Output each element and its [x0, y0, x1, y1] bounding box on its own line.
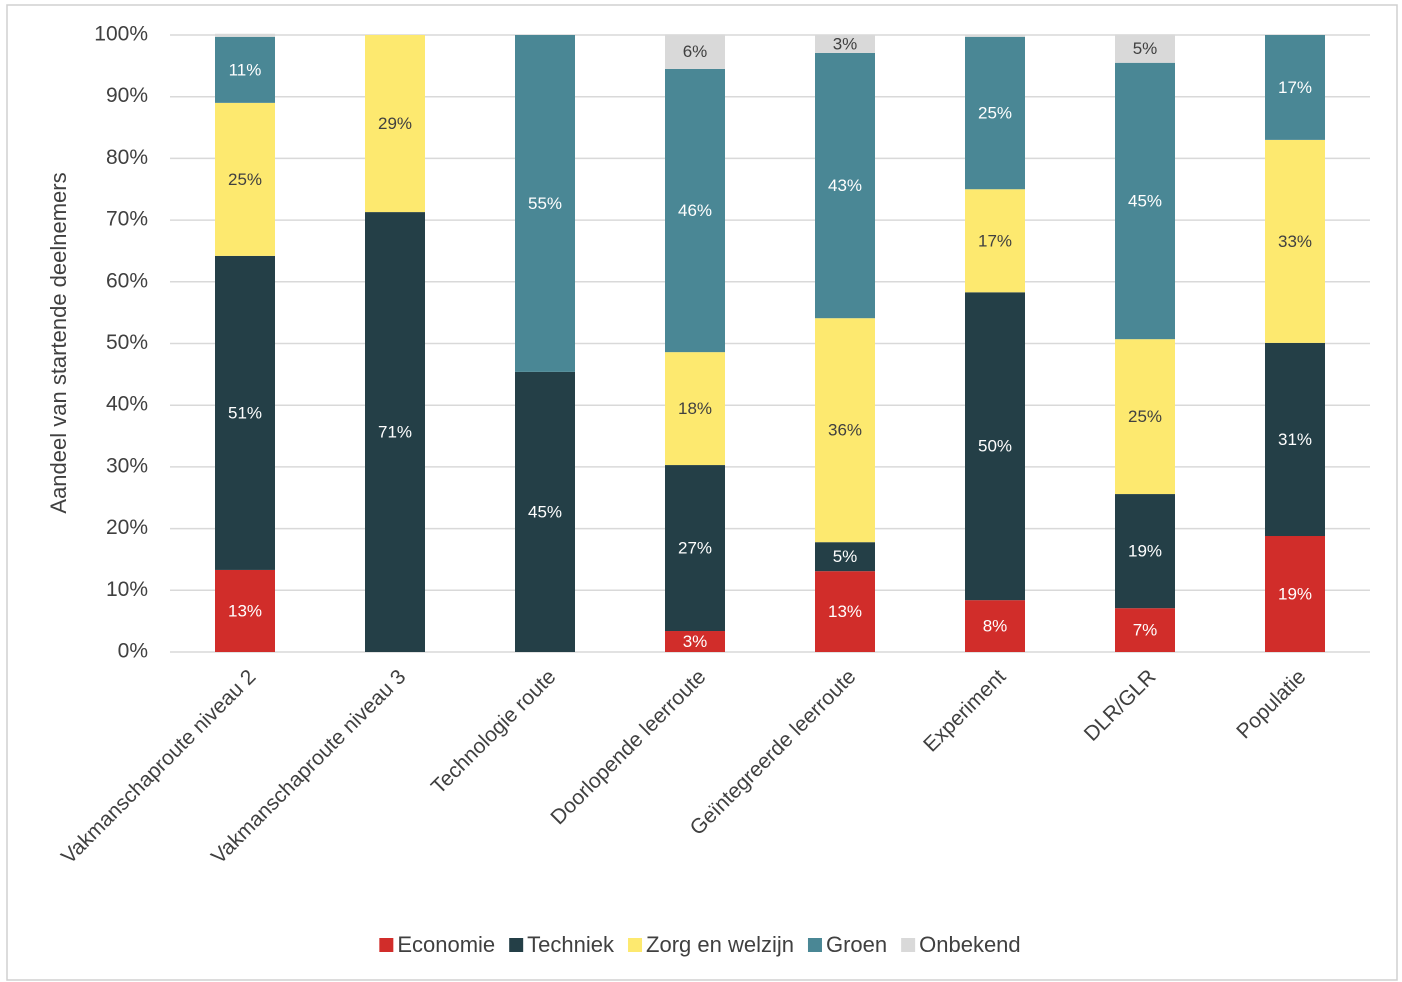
- data-label: 29%: [378, 114, 412, 133]
- data-label: 25%: [1128, 407, 1162, 426]
- bar-segment: [815, 318, 875, 543]
- data-label: 25%: [228, 170, 262, 189]
- data-label: 6%: [683, 42, 708, 61]
- data-label: 18%: [678, 399, 712, 418]
- bar-segment: [515, 371, 575, 652]
- bar-segment: [1265, 536, 1325, 652]
- y-tick-label: 0%: [118, 640, 148, 663]
- y-tick-label: 60%: [106, 269, 148, 292]
- bar-segment: [365, 35, 425, 213]
- data-label: 19%: [1278, 584, 1312, 603]
- bar-segment: [665, 465, 725, 632]
- y-tick-label: 40%: [106, 393, 148, 416]
- bar-segment: [815, 542, 875, 572]
- y-tick-label: 90%: [106, 84, 148, 107]
- bar-segment: [215, 102, 275, 256]
- bar-segment: [815, 571, 875, 652]
- bar-segment: [1115, 608, 1175, 652]
- legend-swatch: [807, 938, 822, 952]
- bar-segment: [965, 189, 1025, 293]
- data-label: 45%: [528, 502, 562, 521]
- data-label: 11%: [229, 60, 262, 79]
- y-tick-label: 10%: [106, 578, 148, 601]
- data-label: 5%: [833, 547, 858, 566]
- legend-swatch: [628, 938, 643, 952]
- data-label: 55%: [528, 194, 562, 213]
- bar-segment: [965, 35, 1025, 37]
- y-tick-label: 50%: [106, 331, 148, 354]
- bar-segment: [1265, 342, 1325, 537]
- bar-segment: [215, 33, 275, 37]
- data-label: 7%: [1133, 621, 1158, 640]
- bar-segment: [515, 35, 575, 372]
- bar-segment: [815, 52, 875, 319]
- data-label: 25%: [978, 104, 1012, 123]
- data-label: 3%: [833, 34, 858, 53]
- bar-segment: [665, 68, 725, 353]
- data-label: 13%: [228, 601, 262, 620]
- data-label: 33%: [1278, 232, 1312, 251]
- bar-segment: [1265, 139, 1325, 343]
- bar-segment: [1115, 34, 1175, 63]
- bar-segment: [965, 600, 1025, 652]
- data-label: 19%: [1128, 542, 1162, 561]
- y-tick-label: 70%: [106, 208, 148, 231]
- data-label: 46%: [678, 201, 712, 220]
- y-tick-label: 80%: [106, 146, 148, 169]
- y-tick-label: 20%: [106, 516, 148, 539]
- data-label: 50%: [978, 437, 1012, 456]
- bar-segment: [965, 36, 1025, 190]
- legend-label: Zorg en welzijn: [646, 932, 794, 957]
- data-label: 27%: [678, 539, 712, 558]
- bar-segment: [1115, 339, 1175, 495]
- bar-segment: [815, 35, 875, 53]
- bar-segment: [1115, 494, 1175, 609]
- data-label: 13%: [828, 602, 862, 621]
- bar-segment: [215, 36, 275, 103]
- data-label: 71%: [378, 423, 412, 442]
- bar-segment: [665, 352, 725, 466]
- legend-label: Onbekend: [919, 932, 1021, 957]
- bar-segment: [665, 34, 725, 69]
- data-label: 51%: [228, 403, 262, 422]
- legend-label: Groen: [826, 932, 887, 957]
- bar-segment: [365, 212, 425, 653]
- y-axis-title: Aandeel van startende deelnemers: [46, 172, 71, 513]
- legend-swatch: [509, 938, 524, 952]
- legend-label: Techniek: [527, 932, 615, 957]
- bar-segment: [665, 631, 725, 652]
- data-label: 31%: [1278, 430, 1312, 449]
- bar-segment: [215, 255, 275, 570]
- bar-segment: [1265, 35, 1325, 140]
- bar-segment: [215, 569, 275, 652]
- data-label: 17%: [978, 231, 1012, 250]
- legend-swatch: [901, 938, 916, 952]
- legend-label: Economie: [397, 932, 495, 957]
- data-label: 43%: [828, 176, 862, 195]
- legend-swatch: [379, 938, 394, 952]
- data-label: 8%: [983, 617, 1008, 636]
- data-label: 17%: [1278, 78, 1312, 97]
- y-tick-label: 30%: [106, 454, 148, 477]
- data-label: 45%: [1128, 191, 1162, 210]
- bar-segment: [1115, 62, 1175, 340]
- data-label: 3%: [683, 632, 708, 651]
- bar-segment: [965, 292, 1025, 601]
- y-tick-label: 100%: [94, 23, 148, 46]
- data-label: 36%: [828, 421, 862, 440]
- data-label: 5%: [1133, 39, 1158, 58]
